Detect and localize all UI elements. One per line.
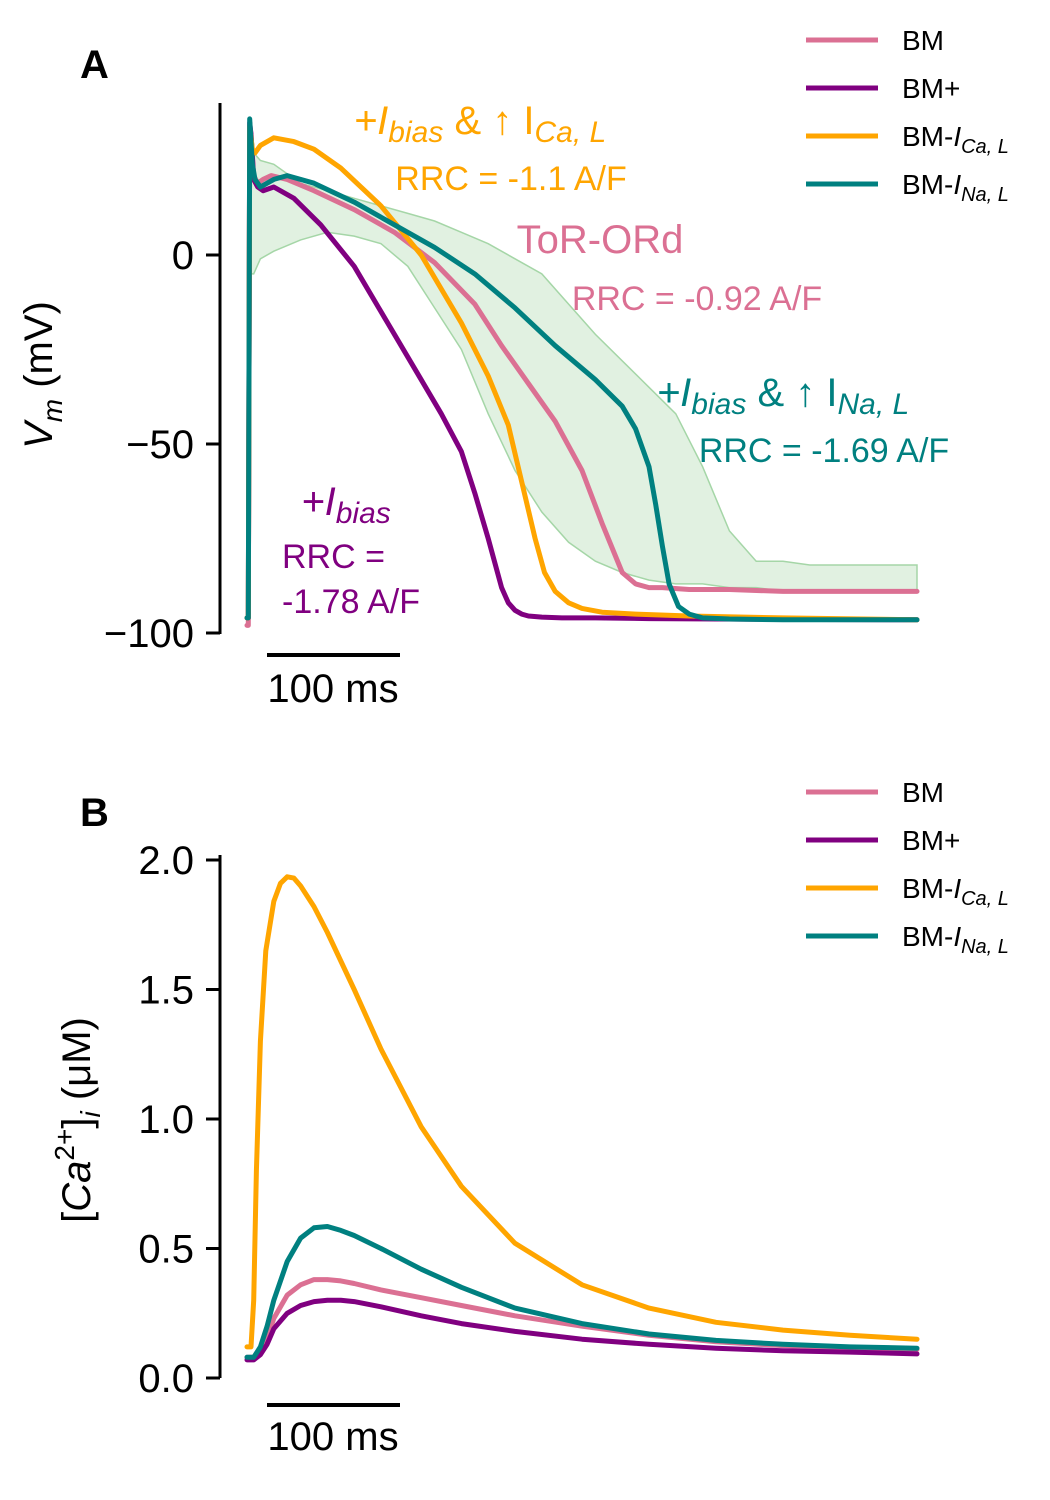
- annotation-inal-rrc: RRC = -1.69 A/F: [699, 432, 949, 470]
- panel-b-legend-label-bm: BM+: [902, 825, 960, 856]
- panel-a-scale-bar-label: 100 ms: [267, 667, 398, 711]
- panel-a-legend-label-bm: BM+: [902, 73, 960, 104]
- panel-b-legend: BM BM+ BM-ICa, L BM-INa, L: [806, 777, 1009, 958]
- panel-b-y-tick-label: 0.5: [138, 1228, 194, 1272]
- panel-b-legend-label-bm-inal: BM-INa, L: [902, 921, 1009, 958]
- panel-b-y-tick-label: 0.0: [138, 1357, 194, 1401]
- annotation-ical-rrc: RRC = -1.1 A/F: [395, 160, 626, 198]
- panel-b-label: B: [80, 791, 109, 835]
- annotation-bm-plus-rrc-line1: RRC =: [282, 538, 385, 576]
- panel-b-series-bm: [244, 1297, 920, 1363]
- panel-a-scale-bar: 100 ms: [267, 653, 400, 711]
- panel-a-y-tick-label: 0: [172, 234, 194, 278]
- annotation-bm-plus-rrc-line2: -1.78 A/F: [282, 583, 420, 621]
- panel-b-scale-bar: 100 ms: [267, 1403, 400, 1459]
- panel-b-series-bm-inal: [244, 1224, 920, 1360]
- panel-a-legend-label-bm-inal: BM-INa, L: [902, 169, 1009, 206]
- panel-a-legend-label-bm-ical: BM-ICa, L: [902, 121, 1009, 158]
- annotation-bm-plus-title: +Ibias: [301, 480, 391, 530]
- panel-b-series-bm-ical: [244, 874, 920, 1350]
- panel-b-legend-label-bm-ical: BM-ICa, L: [902, 873, 1009, 910]
- panel-a-y-axis: 0 −50 −100: [104, 103, 222, 656]
- panel-b-lines: [244, 874, 920, 1363]
- annotation-inal-title: +Ibias & ↑ INa, L: [657, 371, 909, 421]
- panel-a-y-tick-label: −50: [126, 423, 194, 467]
- panel-b-legend-label-bm: BM: [902, 777, 944, 808]
- panel-b-y-tick-label: 1.5: [138, 969, 194, 1013]
- panel-a-label: A: [80, 43, 109, 87]
- panel-a-y-axis-title: Vm (mV): [17, 301, 68, 449]
- panel-a-legend: BM BM+ BM-ICa, L BM-INa, L: [806, 25, 1009, 206]
- annotation-tor-ord-title: ToR-ORd: [517, 218, 684, 262]
- panel-a-legend-label-bm: BM: [902, 25, 944, 56]
- panel-b: B 0.0 0.5 1.0 1.5 2.0 [Ca2+]i (μM) 100 ms BM…: [49, 777, 1009, 1459]
- annotation-tor-ord-rrc: RRC = -0.92 A/F: [572, 280, 822, 318]
- annotation-ical-title: +Ibias & ↑ ICa, L: [354, 99, 606, 149]
- panel-b-y-axis-title: [Ca2+]i (μM): [49, 1017, 106, 1223]
- panel-b-y-tick-label: 2.0: [138, 839, 194, 883]
- panel-b-scale-bar-label: 100 ms: [267, 1415, 398, 1459]
- panel-b-y-axis: 0.0 0.5 1.0 1.5 2.0: [138, 839, 222, 1401]
- panel-a-lines: [244, 116, 920, 628]
- panel-a-annotations: +Ibias & ↑ ICa, L RRC = -1.1 A/F ToR-ORd…: [282, 99, 949, 621]
- panel-a-y-tick-label: −100: [104, 612, 194, 656]
- panel-b-y-tick-label: 1.0: [138, 1098, 194, 1142]
- panel-a: A 0 −50 −100 Vm (mV) 100 ms BM BM+ BM-ICa, L…: [17, 25, 1009, 711]
- panel-a-series-bm-inal: [244, 116, 920, 623]
